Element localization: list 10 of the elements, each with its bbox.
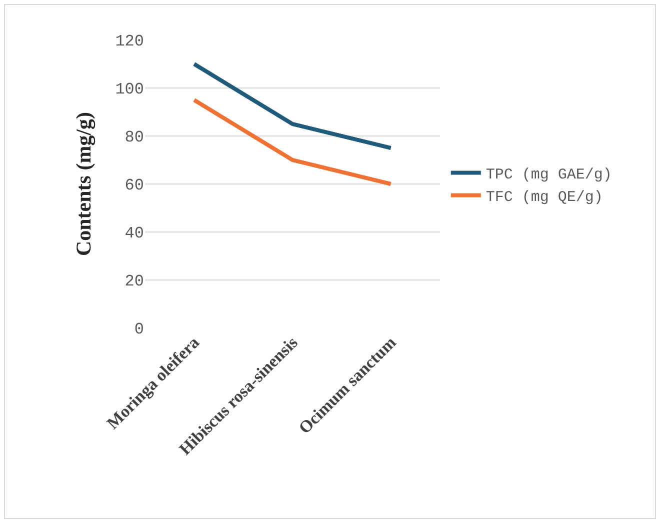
y-tick-label: 100	[115, 80, 144, 99]
y-tick-label: 60	[124, 176, 144, 195]
y-tick-label: 40	[124, 224, 144, 243]
y-tick-label: 20	[124, 272, 144, 291]
y-axis-title: Contents (mg/g)	[71, 112, 96, 256]
legend-label: TPC (mg GAE/g)	[486, 166, 612, 184]
legend-label: TFC (mg QE/g)	[486, 189, 603, 206]
y-tick-label: 0	[134, 320, 144, 339]
y-tick-label: 80	[124, 128, 144, 147]
y-tick-label: 120	[115, 32, 144, 51]
